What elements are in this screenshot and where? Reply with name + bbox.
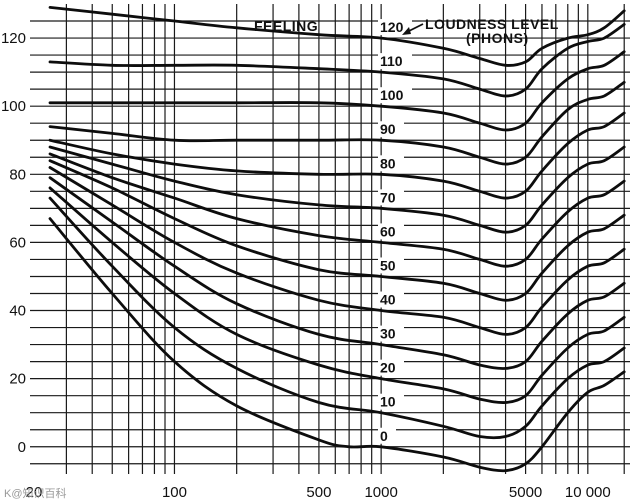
curve-label-10: 10: [380, 394, 396, 410]
curve-label-60: 60: [380, 223, 396, 239]
curve-label-40: 40: [380, 292, 396, 308]
loudness-curve-90-phon: [48, 80, 626, 166]
watermark: K@知识百科: [4, 486, 67, 500]
loudness-curve-0-phon: [48, 217, 626, 473]
curve-label-90: 90: [380, 121, 396, 137]
loudness-curve-120-phon: [48, 6, 626, 67]
loudness-curve-30-phon: [48, 176, 626, 370]
curve-label-background: [378, 53, 412, 70]
curve-label-50: 50: [380, 257, 396, 273]
loudness-curve-20-phon: [48, 186, 626, 404]
annotation-arrowhead-icon: [402, 27, 411, 35]
curve-label-100: 100: [380, 87, 404, 103]
loudness-curve-60-phon: [48, 152, 626, 268]
curve-label-80: 80: [380, 155, 396, 171]
curve-label-20: 20: [380, 360, 396, 376]
curve-label-background: [378, 19, 412, 36]
curve-label-background: [378, 121, 404, 138]
curve-label-0: 0: [380, 428, 388, 444]
curve-label-background: [378, 325, 404, 342]
loudness-curve-110-phon: [48, 23, 626, 98]
curve-label-background: [378, 359, 404, 376]
y-tick-label: 120: [1, 30, 26, 47]
y-tick-label: 80: [9, 166, 26, 183]
loudness-curve-100-phon: [48, 50, 626, 132]
curve-label-background: [378, 291, 404, 308]
y-tick-label: 20: [9, 371, 26, 388]
loudness-curve-40-phon: [48, 166, 626, 336]
x-tick-label: 20: [26, 484, 43, 501]
curve-label-70: 70: [380, 189, 396, 205]
x-tick-label: 500: [306, 484, 331, 501]
curve-label-110: 110: [380, 53, 403, 69]
x-tick-label: 10 000: [565, 484, 611, 501]
curve-label-30: 30: [380, 326, 396, 342]
loudness-curve-50-phon: [48, 159, 626, 302]
x-tick-label: 5000: [509, 484, 542, 501]
y-tick-label: 0: [18, 439, 26, 456]
loudness-level-annotation: LOUDNESS LEVEL: [425, 16, 559, 32]
grid: [30, 4, 630, 474]
curve-label-background: [378, 223, 404, 240]
x-tick-label: 100: [162, 484, 187, 501]
feeling-annotation: FEELING: [254, 18, 318, 34]
loudness-curve-10-phon: [48, 196, 626, 440]
y-tick-label: 40: [9, 303, 26, 320]
labels: 0 20 40 60 80 100 120 20 100 500 1000 5000 10 000 0 10…: [1, 19, 611, 501]
curve-label-background: [378, 189, 404, 206]
loudness-curve-70-phon: [48, 145, 626, 234]
curve-label-background: [378, 427, 396, 444]
phons-annotation: (PHONS): [466, 30, 529, 46]
curve-label-background: [378, 257, 404, 274]
loudness-curve-80-phon: [48, 111, 626, 200]
curve-label-120: 120: [380, 19, 404, 35]
curves: [48, 6, 626, 473]
curve-label-background: [378, 393, 404, 410]
y-tick-label: 100: [1, 98, 26, 115]
curve-label-background: [378, 87, 412, 104]
curve-label-background: [378, 155, 404, 172]
x-tick-label: 1000: [364, 484, 397, 501]
y-tick-label: 60: [9, 234, 26, 251]
